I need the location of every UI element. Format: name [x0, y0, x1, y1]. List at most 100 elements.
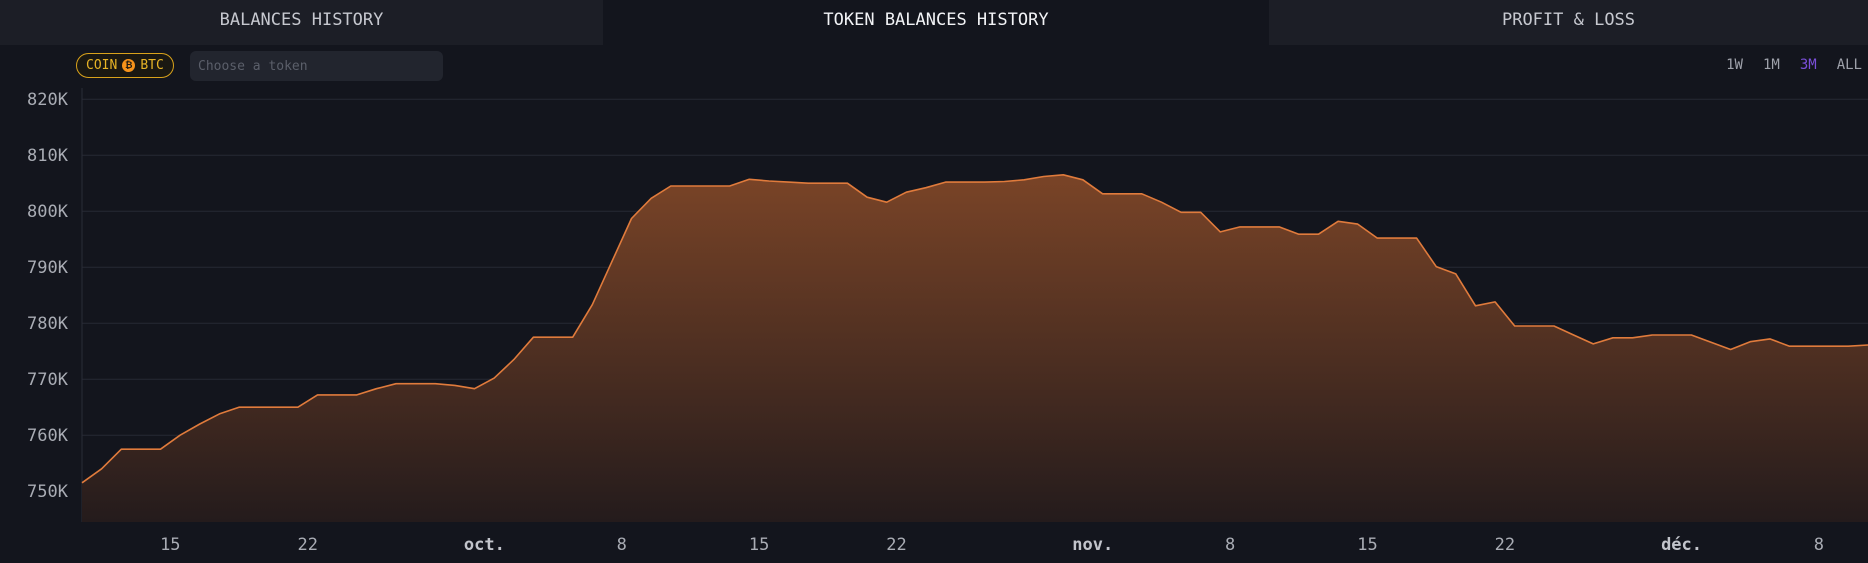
data-point[interactable] — [862, 192, 872, 202]
data-point[interactable] — [784, 177, 794, 187]
data-point[interactable] — [607, 257, 617, 267]
data-point[interactable] — [1098, 189, 1108, 199]
token-search-input[interactable] — [190, 51, 443, 81]
data-point[interactable] — [960, 177, 970, 187]
data-point[interactable] — [685, 181, 695, 191]
data-point[interactable] — [980, 177, 990, 187]
range-all-button[interactable]: ALL — [1836, 57, 1862, 73]
data-point[interactable] — [1412, 233, 1422, 243]
data-point[interactable] — [941, 177, 951, 187]
data-point[interactable] — [136, 444, 146, 454]
data-point[interactable] — [1471, 301, 1481, 311]
data-point[interactable] — [882, 197, 892, 207]
data-point[interactable] — [470, 384, 480, 394]
data-point[interactable] — [1117, 189, 1127, 199]
data-point[interactable] — [1608, 333, 1618, 343]
range-1w-button[interactable]: 1W — [1726, 57, 1743, 73]
data-point[interactable] — [489, 373, 499, 383]
data-point[interactable] — [666, 181, 676, 191]
data-point[interactable] — [156, 444, 166, 454]
data-point[interactable] — [1451, 269, 1461, 279]
data-point[interactable] — [175, 430, 185, 440]
data-point[interactable] — [1529, 321, 1539, 331]
data-point[interactable] — [568, 332, 578, 342]
data-point[interactable] — [1431, 262, 1441, 272]
data-point[interactable] — [705, 181, 715, 191]
data-point[interactable] — [764, 176, 774, 186]
data-point[interactable] — [371, 384, 381, 394]
range-3m-button[interactable]: 3M — [1799, 57, 1817, 73]
data-point[interactable] — [1039, 172, 1049, 182]
data-point[interactable] — [1314, 229, 1324, 239]
data-point[interactable] — [1824, 341, 1834, 351]
data-point[interactable] — [1157, 197, 1167, 207]
data-point[interactable] — [803, 178, 813, 188]
data-point[interactable] — [725, 181, 735, 191]
data-point[interactable] — [627, 214, 637, 224]
tab-token-balances-history[interactable]: TOKEN BALANCES HISTORY — [603, 0, 1269, 45]
data-point[interactable] — [77, 478, 87, 488]
data-point[interactable] — [1667, 330, 1677, 340]
data-point[interactable] — [744, 174, 754, 184]
data-point[interactable] — [1647, 330, 1657, 340]
data-point[interactable] — [411, 379, 421, 389]
data-point[interactable] — [1392, 233, 1402, 243]
data-point[interactable] — [1588, 339, 1598, 349]
data-point[interactable] — [528, 332, 538, 342]
data-point[interactable] — [1078, 175, 1088, 185]
data-point[interactable] — [97, 464, 107, 474]
data-point[interactable] — [1765, 334, 1775, 344]
data-point[interactable] — [921, 183, 931, 193]
tab-profit-loss[interactable]: PROFIT & LOSS — [1269, 0, 1868, 45]
data-point[interactable] — [1804, 341, 1814, 351]
data-point[interactable] — [1274, 222, 1284, 232]
data-point[interactable] — [1255, 222, 1265, 232]
coin-filter-badge[interactable]: COIN ₿ BTC — [76, 53, 174, 78]
data-point[interactable] — [116, 444, 126, 454]
data-point[interactable] — [195, 419, 205, 429]
range-1m-button[interactable]: 1M — [1762, 57, 1780, 73]
data-point[interactable] — [1019, 175, 1029, 185]
data-point[interactable] — [999, 177, 1009, 187]
data-point[interactable] — [293, 402, 303, 412]
data-point[interactable] — [391, 379, 401, 389]
data-point[interactable] — [1706, 337, 1716, 347]
data-point[interactable] — [587, 300, 597, 310]
data-point[interactable] — [313, 390, 323, 400]
data-point[interactable] — [430, 379, 440, 389]
data-point[interactable] — [509, 355, 519, 365]
tab-balances-history[interactable]: BALANCES HISTORY — [0, 0, 603, 45]
data-point[interactable] — [1510, 321, 1520, 331]
data-point[interactable] — [352, 390, 362, 400]
data-point[interactable] — [1726, 345, 1736, 355]
data-point[interactable] — [1137, 189, 1147, 199]
data-point[interactable] — [1353, 219, 1363, 229]
data-point[interactable] — [1843, 341, 1853, 351]
data-point[interactable] — [842, 178, 852, 188]
data-point[interactable] — [1196, 207, 1206, 217]
data-point[interactable] — [823, 178, 833, 188]
data-point[interactable] — [214, 409, 224, 419]
data-point[interactable] — [1785, 341, 1795, 351]
data-point[interactable] — [1294, 229, 1304, 239]
data-point[interactable] — [901, 187, 911, 197]
data-point[interactable] — [1628, 333, 1638, 343]
data-point[interactable] — [1215, 227, 1225, 237]
data-point[interactable] — [1372, 233, 1382, 243]
data-point[interactable] — [450, 380, 460, 390]
data-point[interactable] — [1490, 297, 1500, 307]
data-point[interactable] — [1176, 207, 1186, 217]
data-point[interactable] — [548, 332, 558, 342]
data-point[interactable] — [1569, 330, 1579, 340]
data-point[interactable] — [254, 402, 264, 412]
data-point[interactable] — [273, 402, 283, 412]
data-point[interactable] — [234, 402, 244, 412]
data-point[interactable] — [646, 193, 656, 203]
data-point[interactable] — [1745, 337, 1755, 347]
data-point[interactable] — [1686, 330, 1696, 340]
data-point[interactable] — [1333, 216, 1343, 226]
data-point[interactable] — [1058, 170, 1068, 180]
data-point[interactable] — [1235, 222, 1245, 232]
data-point[interactable] — [1549, 321, 1559, 331]
data-point[interactable] — [332, 390, 342, 400]
